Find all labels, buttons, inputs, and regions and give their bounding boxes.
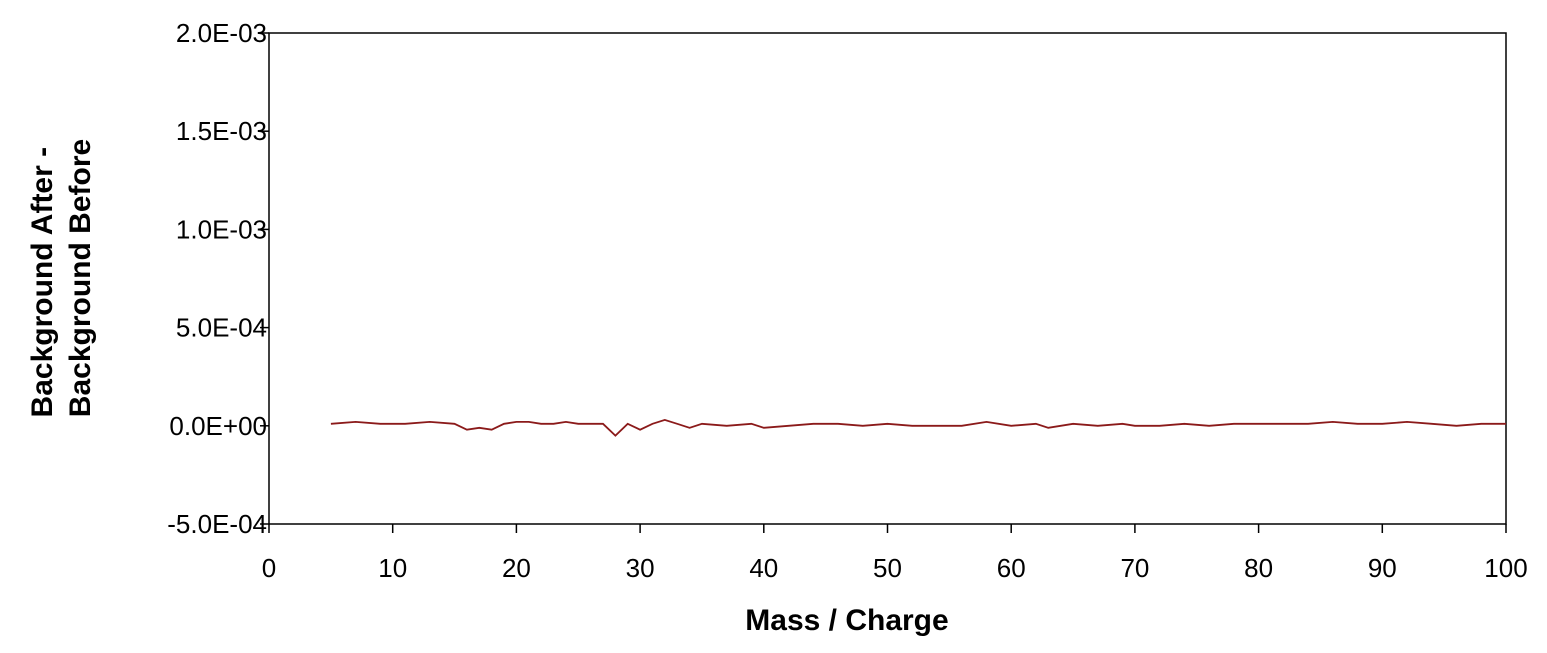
x-tick-label: 100 xyxy=(1484,553,1527,583)
x-tick-label: 20 xyxy=(502,553,531,583)
x-tick-label: 70 xyxy=(1120,553,1149,583)
y-tick-label: 1.5E-03 xyxy=(176,116,267,146)
y-axis-title: Background After - Background Before xyxy=(26,139,97,418)
y-axis-title-line-2: Background Before xyxy=(64,139,97,417)
y-tick-label: 0.0E+00 xyxy=(169,411,267,441)
x-tick-label: 60 xyxy=(997,553,1026,583)
y-tick-label: -5.0E-04 xyxy=(167,509,267,539)
y-tick-label: 2.0E-03 xyxy=(176,18,267,48)
x-axis: 0 10 20 30 40 50 60 70 80 90 100 xyxy=(262,524,1528,583)
x-tick-label: 40 xyxy=(749,553,778,583)
y-tick-label: 1.0E-03 xyxy=(176,214,267,244)
x-tick-label: 90 xyxy=(1368,553,1397,583)
plot-area xyxy=(268,32,1507,525)
y-axis: -5.0E-04 0.0E+00 5.0E-04 1.0E-03 1.5E-03 2.0E… xyxy=(167,18,269,539)
x-tick-label: 10 xyxy=(378,553,407,583)
x-tick-label: 30 xyxy=(626,553,655,583)
data-line xyxy=(330,418,1506,437)
x-axis-title: Mass / Charge xyxy=(745,604,948,637)
x-tick-label: 0 xyxy=(262,553,276,583)
x-tick-label: 50 xyxy=(873,553,902,583)
x-tick-label: 80 xyxy=(1244,553,1273,583)
y-axis-title-line-1: Background After - xyxy=(26,147,59,418)
y-tick-label: 5.0E-04 xyxy=(176,313,267,343)
